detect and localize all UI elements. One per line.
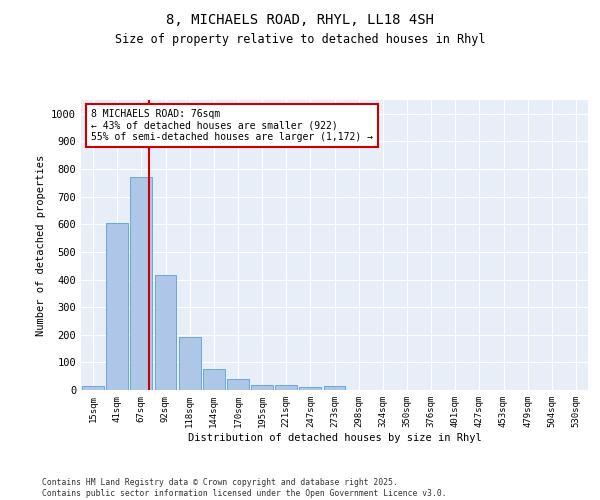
Bar	[155, 276, 176, 390]
Bar	[299, 386, 321, 390]
Bar	[82, 386, 104, 390]
Text: 8, MICHAELS ROAD, RHYL, LL18 4SH: 8, MICHAELS ROAD, RHYL, LL18 4SH	[166, 12, 434, 26]
Text: 8 MICHAELS ROAD: 76sqm
← 43% of detached houses are smaller (922)
55% of semi-de: 8 MICHAELS ROAD: 76sqm ← 43% of detached…	[91, 108, 373, 142]
Text: Size of property relative to detached houses in Rhyl: Size of property relative to detached ho…	[115, 32, 485, 46]
Y-axis label: Number of detached properties: Number of detached properties	[35, 154, 46, 336]
Text: Contains HM Land Registry data © Crown copyright and database right 2025.
Contai: Contains HM Land Registry data © Crown c…	[42, 478, 446, 498]
Bar	[251, 385, 273, 390]
Bar	[227, 379, 249, 390]
Bar	[323, 386, 346, 390]
Bar	[106, 223, 128, 390]
Bar	[275, 385, 297, 390]
Bar	[203, 368, 224, 390]
Bar	[130, 178, 152, 390]
Bar	[179, 336, 200, 390]
X-axis label: Distribution of detached houses by size in Rhyl: Distribution of detached houses by size …	[188, 432, 481, 442]
